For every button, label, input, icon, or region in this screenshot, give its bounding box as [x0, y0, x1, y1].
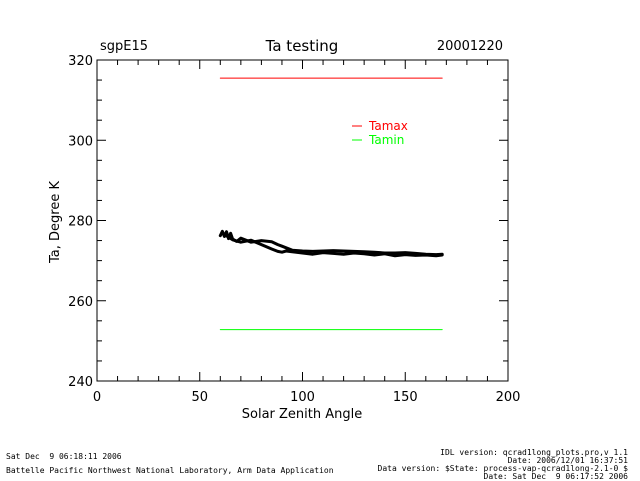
ta-trace-2: [218, 229, 444, 257]
legend-label-tamax: Tamax: [368, 119, 408, 133]
footer-timestamp: Sat Dec 9 06:18:11 2006: [6, 452, 122, 461]
footer-data-version: Data version: $State: process-vap-qcrad1…: [377, 464, 628, 473]
x-tick-label: 0: [93, 390, 101, 405]
x-tick-label: 150: [393, 390, 418, 405]
footer-institution: Battelle Pacific Northwest National Labo…: [6, 466, 334, 475]
x-tick-label: 50: [191, 390, 208, 405]
chart-axes: 0 50 100 150 200 240 260 280 300 320: [68, 54, 520, 405]
plot-frame: [96, 59, 509, 382]
x-tick-label: 100: [290, 390, 315, 405]
chart-title: Ta testing: [265, 37, 339, 55]
x-axis-label: Solar Zenith Angle: [242, 407, 362, 422]
y-axis-label: Ta, Degree K: [48, 181, 63, 264]
y-tick-label: 300: [68, 134, 93, 149]
date-label: 20001220: [437, 39, 503, 54]
legend-label-tamin: Tamin: [368, 133, 404, 147]
y-tick-label: 320: [68, 54, 93, 69]
y-tick-label: 280: [68, 215, 93, 230]
ta-trace-3: [222, 233, 444, 258]
series-layer: [218, 77, 444, 331]
footer-idl-version: IDL version: qcrad1long_plots.pro,v 1.1: [440, 448, 628, 457]
site-label: sgpE15: [100, 39, 148, 54]
footer-data-date: Date: Sat Dec 9 06:17:52 2006: [483, 472, 629, 481]
x-tick-label: 200: [496, 390, 521, 405]
y-tick-label: 240: [68, 375, 93, 390]
y-tick-label: 260: [68, 295, 93, 310]
footer-idl-date: Date: 2006/12/01 16:37:51: [507, 456, 628, 465]
